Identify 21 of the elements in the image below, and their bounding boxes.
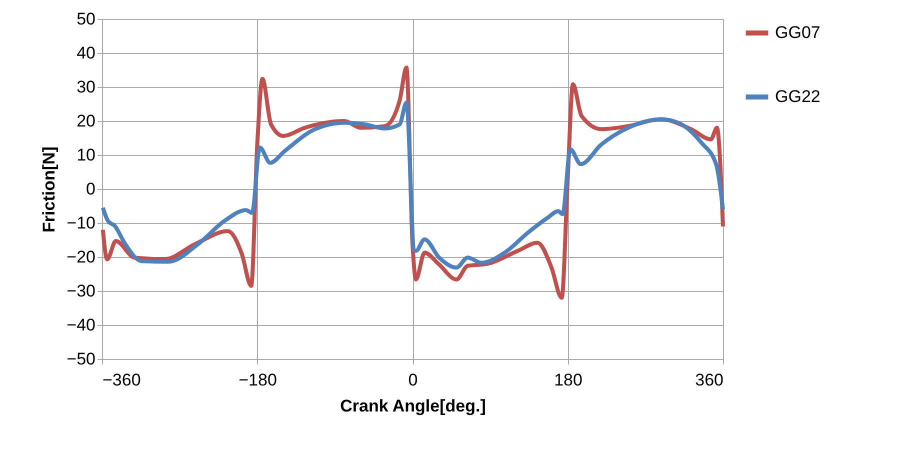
- y-tick-label: −10: [66, 214, 96, 232]
- y-tick-label: −40: [66, 316, 96, 334]
- y-tick-label: 50: [76, 10, 96, 28]
- x-tick-label: 360: [695, 370, 724, 390]
- y-tick-label: 0: [86, 180, 96, 198]
- x-tick-label: −360: [102, 370, 141, 390]
- legend-label: GG22: [775, 87, 820, 106]
- y-tick-label: −30: [66, 282, 96, 300]
- x-tick-label: 0: [408, 370, 418, 390]
- legend-label: GG07: [775, 23, 820, 42]
- x-tick-label: 180: [554, 370, 582, 390]
- y-tick-label: 10: [76, 146, 96, 164]
- y-tick-label: −50: [66, 350, 96, 368]
- line-series: [100, 100, 725, 270]
- y-tick-label: 40: [76, 44, 96, 62]
- y-axis-title: Friction[N]: [40, 146, 59, 232]
- x-tick-label: −180: [238, 370, 277, 390]
- y-tick-label: 30: [76, 78, 96, 96]
- y-tick-label: −20: [66, 248, 96, 266]
- y-tick-label: 20: [76, 112, 96, 130]
- x-axis-title: Crank Angle[deg.]: [340, 396, 486, 416]
